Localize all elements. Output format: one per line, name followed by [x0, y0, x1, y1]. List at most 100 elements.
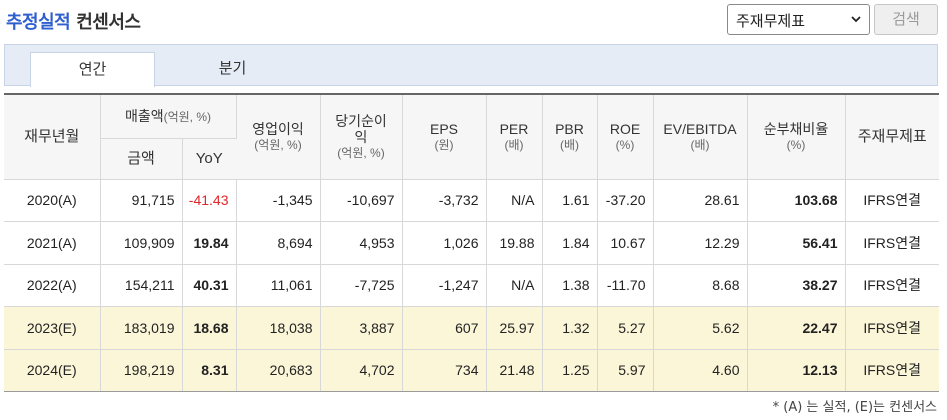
ev-ebitda-cell: 4.60	[653, 349, 748, 392]
header-op-income: 영업이익 (억원, %)	[236, 93, 321, 180]
op-income-cell: 18,038	[236, 306, 321, 350]
eps-cell: -1,247	[402, 264, 487, 307]
op-income-cell: 20,683	[236, 349, 321, 392]
header-eps-unit: (원)	[434, 137, 454, 152]
table-row: 2023(E) 183,019 18.68 18,038 3,887 607 25.97 1.…	[4, 306, 939, 350]
net-debt-cell: 38.27	[747, 264, 846, 307]
pbr-cell: 1.38	[542, 264, 598, 307]
revenue-yoy-cell: 19.84	[182, 221, 237, 265]
pbr-cell: 1.84	[542, 221, 598, 265]
per-cell: 25.97	[486, 306, 543, 350]
tab-annual[interactable]: 연간	[30, 52, 155, 87]
period-cell: 2024(E)	[4, 349, 101, 392]
op-income-cell: 11,061	[236, 264, 321, 307]
ev-ebitda-cell: 8.68	[653, 264, 748, 307]
per-cell: N/A	[486, 179, 543, 222]
header-pbr-label: PBR	[555, 120, 584, 137]
op-income-cell: 8,694	[236, 221, 321, 265]
pbr-cell: 1.25	[542, 349, 598, 392]
revenue-yoy-cell: 40.31	[182, 264, 237, 307]
header-revenue-yoy: YoY	[182, 138, 236, 180]
pbr-cell: 1.61	[542, 179, 598, 222]
period-cell: 2020(A)	[4, 179, 101, 222]
ev-ebitda-cell: 5.62	[653, 306, 748, 350]
statement-select-value: 주재무제표	[736, 12, 806, 30]
consensus-table: 재무년월 매출액(억원, %) 영업이익 (억원, %) 당기순이익 (억원, %)…	[4, 93, 939, 392]
revenue-amount-cell: 91,715	[100, 179, 183, 222]
header-revenue-unit: (억원, %)	[163, 109, 212, 124]
net-debt-cell: 103.68	[747, 179, 846, 222]
standard-cell: IFRS연결	[845, 264, 939, 307]
roe-cell: 10.67	[597, 221, 654, 265]
revenue-yoy-cell: 8.31	[182, 349, 237, 392]
chevron-down-icon	[851, 16, 861, 23]
header-net-income-unit: (억원, %)	[337, 145, 385, 160]
roe-cell: 5.27	[597, 306, 654, 350]
revenue-amount-cell: 183,019	[100, 306, 183, 350]
header-ev-ebitda: EV/EBITDA (배)	[653, 93, 748, 180]
net-debt-cell: 56.41	[747, 221, 846, 265]
standard-cell: IFRS연결	[845, 179, 939, 222]
net-income-cell: -10,697	[320, 179, 403, 222]
header-roe-label: ROE	[609, 120, 641, 137]
net-income-cell: -7,725	[320, 264, 403, 307]
revenue-amount-cell: 109,909	[100, 221, 183, 265]
header-pbr: PBR (배)	[542, 93, 598, 180]
net-debt-cell: 12.13	[747, 349, 846, 392]
eps-cell: 1,026	[402, 221, 487, 265]
header-net-debt-label: 순부채비율	[763, 120, 829, 137]
header-period: 재무년월	[4, 93, 101, 180]
revenue-amount-cell: 154,211	[100, 264, 183, 307]
header-op-income-label: 영업이익	[252, 120, 304, 137]
header-revenue-amount: 금액	[100, 138, 183, 180]
roe-cell: -37.20	[597, 179, 654, 222]
revenue-yoy-cell: -41.43	[182, 179, 237, 222]
header-net-income-label: 당기순이익	[335, 112, 387, 145]
net-income-cell: 4,953	[320, 221, 403, 265]
eps-cell: 607	[402, 306, 487, 350]
revenue-amount-cell: 198,219	[100, 349, 183, 392]
title-rest: 컨센서스	[76, 12, 141, 33]
header-per: PER (배)	[486, 93, 543, 180]
header-op-income-unit: (억원, %)	[254, 137, 302, 152]
table-row: 2021(A) 109,909 19.84 8,694 4,953 1,026 19.88 1…	[4, 221, 939, 265]
roe-cell: -11.70	[597, 264, 654, 307]
header-net-debt-unit: (%)	[786, 137, 806, 152]
roe-cell: 5.97	[597, 349, 654, 392]
standard-cell: IFRS연결	[845, 306, 939, 350]
period-cell: 2023(E)	[4, 306, 101, 350]
eps-cell: -3,732	[402, 179, 487, 222]
net-income-cell: 4,702	[320, 349, 403, 392]
header-eps: EPS (원)	[402, 93, 487, 180]
header-per-label: PER	[499, 120, 529, 137]
search-button[interactable]: 검색	[874, 4, 938, 35]
header-ev-ebitda-label: EV/EBITDA	[663, 120, 737, 137]
net-debt-cell: 22.47	[747, 306, 846, 350]
statement-select[interactable]: 주재무제표	[727, 4, 870, 35]
header-roe-unit: (%)	[615, 137, 635, 152]
header-roe: ROE (%)	[597, 93, 654, 180]
header-per-unit: (배)	[504, 137, 524, 152]
footnote: * (A) 는 실적, (E)는 컨센서스	[772, 400, 937, 415]
standard-cell: IFRS연결	[845, 221, 939, 265]
header-revenue-label: 매출액	[124, 107, 164, 124]
period-cell: 2021(A)	[4, 221, 101, 265]
revenue-yoy-cell: 18.68	[182, 306, 237, 350]
title-accent: 추정실적	[6, 12, 71, 33]
page-title: 추정실적 컨센서스	[6, 8, 141, 34]
header-pbr-unit: (배)	[559, 137, 580, 152]
per-cell: 19.88	[486, 221, 543, 265]
tab-quarterly[interactable]: 분기	[218, 59, 247, 77]
op-income-cell: -1,345	[236, 179, 321, 222]
table-row: 2022(A) 154,211 40.31 11,061 -7,725 -1,247 N/A…	[4, 264, 939, 307]
pbr-cell: 1.32	[542, 306, 598, 350]
eps-cell: 734	[402, 349, 487, 392]
ev-ebitda-cell: 28.61	[653, 179, 748, 222]
per-cell: N/A	[486, 264, 543, 307]
header-standard: 주재무제표	[845, 93, 939, 180]
header-net-debt: 순부채비율 (%)	[747, 93, 846, 180]
net-income-cell: 3,887	[320, 306, 403, 350]
period-cell: 2022(A)	[4, 264, 101, 307]
table-row: 2024(E) 198,219 8.31 20,683 4,702 734 21.48 1.2…	[4, 349, 939, 392]
standard-cell: IFRS연결	[845, 349, 939, 392]
